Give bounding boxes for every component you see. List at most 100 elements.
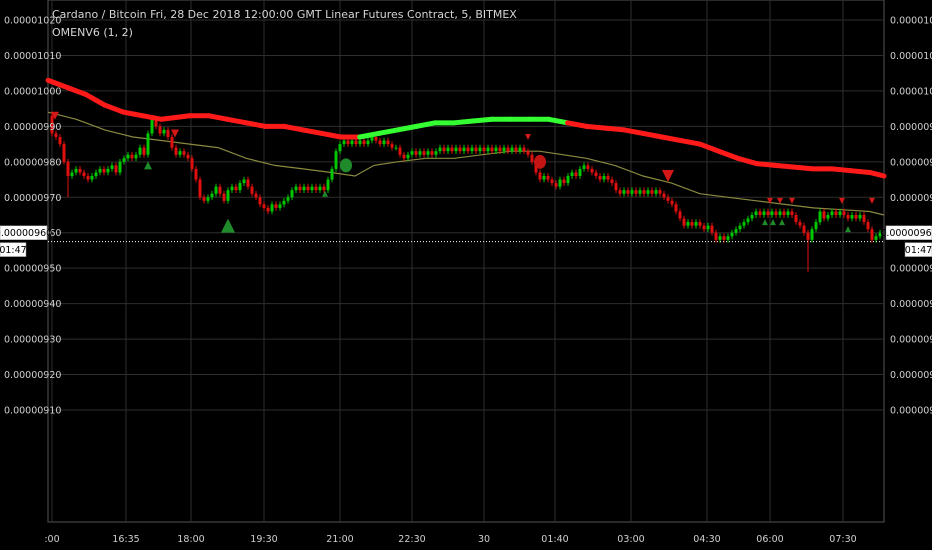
- candle-body: [118, 161, 122, 173]
- y-tick-label-right: 0.00000950: [890, 264, 932, 275]
- candle-body: [486, 147, 490, 152]
- candle-body: [122, 158, 126, 162]
- price-tags: 0.00000960 0.00000960 01:47 01:47: [0, 225, 932, 257]
- candle-body: [274, 204, 278, 208]
- candle-body: [470, 147, 474, 152]
- slow-ma-segment: [300, 127, 325, 136]
- candle-body: [666, 197, 670, 201]
- candle-body: [218, 186, 222, 194]
- candle-body: [494, 147, 498, 152]
- candle-body: [294, 186, 298, 191]
- candle-body: [142, 147, 146, 155]
- candle-body: [390, 144, 394, 148]
- candle-body: [462, 147, 466, 152]
- candle-body: [530, 154, 534, 162]
- x-tick-label: 30: [478, 534, 490, 545]
- candle-body: [654, 190, 658, 194]
- chart-grid: [47, 0, 885, 523]
- candle-body: [790, 211, 794, 215]
- buy-signal-triangle: [770, 219, 776, 226]
- buy-signal-triangle: [144, 161, 152, 170]
- slow-ma-segment: [357, 130, 382, 140]
- y-tick-label-right: 0.00000970: [890, 193, 932, 204]
- slow-ma-segment: [139, 113, 164, 122]
- candle-body: [458, 147, 462, 152]
- candlesticks: [50, 112, 882, 272]
- candle-body: [258, 197, 262, 205]
- candle-body: [614, 183, 618, 191]
- slow-ma-segment: [243, 120, 268, 129]
- slow-ma-segment: [640, 130, 665, 140]
- y-tick-label-right: 0.00000990: [890, 122, 932, 133]
- candle-body: [234, 186, 238, 191]
- candle-body: [238, 183, 242, 191]
- candle-body: [674, 204, 678, 212]
- candle-body: [662, 193, 666, 198]
- buy-signal-triangle: [221, 218, 235, 233]
- candle-body: [98, 168, 102, 173]
- countdown-tag-left: 01:47: [0, 242, 27, 257]
- candle-body: [802, 225, 806, 233]
- candle-body: [318, 186, 322, 191]
- x-tick-label: 22:30: [398, 534, 425, 545]
- countdown-tag-left-text: 01:47: [0, 245, 27, 256]
- y-tick-label-right: 0.00000940: [890, 299, 932, 310]
- candle-body: [874, 236, 878, 240]
- countdown-tag-left-box: [0, 242, 27, 257]
- sell-signal-triangle: [767, 197, 773, 204]
- candle-body: [430, 151, 434, 155]
- slow-ma-segment: [716, 148, 741, 161]
- signal-markers: [51, 111, 875, 233]
- slow-ma-segment: [64, 84, 89, 97]
- sell-signal-triangle: [839, 197, 845, 204]
- candle-body: [150, 119, 154, 134]
- candle-body: [254, 193, 258, 198]
- buy-signal-triangle: [845, 226, 851, 233]
- candle-body: [682, 218, 686, 226]
- candle-body: [810, 229, 814, 240]
- candle-body: [506, 147, 510, 152]
- candle-body: [858, 215, 862, 219]
- candle-body: [722, 236, 726, 240]
- candle-body: [158, 126, 162, 134]
- candle-body: [246, 179, 250, 187]
- candle-body: [622, 190, 626, 194]
- candle-body: [718, 236, 722, 240]
- price-axis-right[interactable]: 0.00001020 0.00001010 0.00001000 0.00000990…: [890, 16, 932, 417]
- candle-body: [378, 140, 382, 145]
- chart-title: Cardano / Bitcoin Fri, 28 Dec 2018 12:00…: [52, 8, 517, 21]
- candle-body: [518, 147, 522, 152]
- buy-signal-circle: [340, 158, 352, 173]
- y-tick-label-right: 0.00000910: [890, 406, 932, 417]
- y-tick-label-right: 0.00000980: [890, 157, 932, 168]
- candle-body: [862, 215, 866, 223]
- slow-ma-segment: [867, 169, 887, 179]
- candle-body: [634, 190, 638, 194]
- x-tick-label: 01:40: [541, 534, 568, 545]
- candle-body: [114, 165, 118, 173]
- slow-ma-segment: [158, 113, 193, 122]
- candle-body: [50, 115, 54, 134]
- candle-body: [770, 211, 774, 215]
- candle-body: [618, 190, 622, 194]
- slow-ma-segment: [583, 123, 608, 131]
- y-tick-label-left: 0.00000950: [4, 264, 61, 275]
- sell-signal-circle: [534, 154, 546, 169]
- price-axis-left[interactable]: 0.00001020 0.00001010 0.00001000 0.00000990…: [4, 16, 61, 417]
- candle-body: [546, 176, 550, 180]
- time-axis[interactable]: :00 16:35 18:00 19:30 21:00 22:30 30 01:40 03:00…: [44, 534, 856, 545]
- candle-body: [354, 140, 358, 145]
- sell-signal-triangle: [869, 197, 875, 204]
- y-tick-label-left: 0.00000920: [4, 370, 61, 381]
- candle-body: [62, 144, 66, 162]
- candle-body: [322, 186, 326, 191]
- candle-body: [298, 186, 302, 191]
- candle-body: [262, 204, 266, 208]
- current-price-tag-left: 0.00000960: [0, 225, 52, 240]
- candle-body: [418, 151, 422, 155]
- candle-body: [82, 172, 86, 176]
- candle-body: [702, 225, 706, 230]
- candle-body: [750, 215, 754, 219]
- candle-body: [126, 154, 130, 159]
